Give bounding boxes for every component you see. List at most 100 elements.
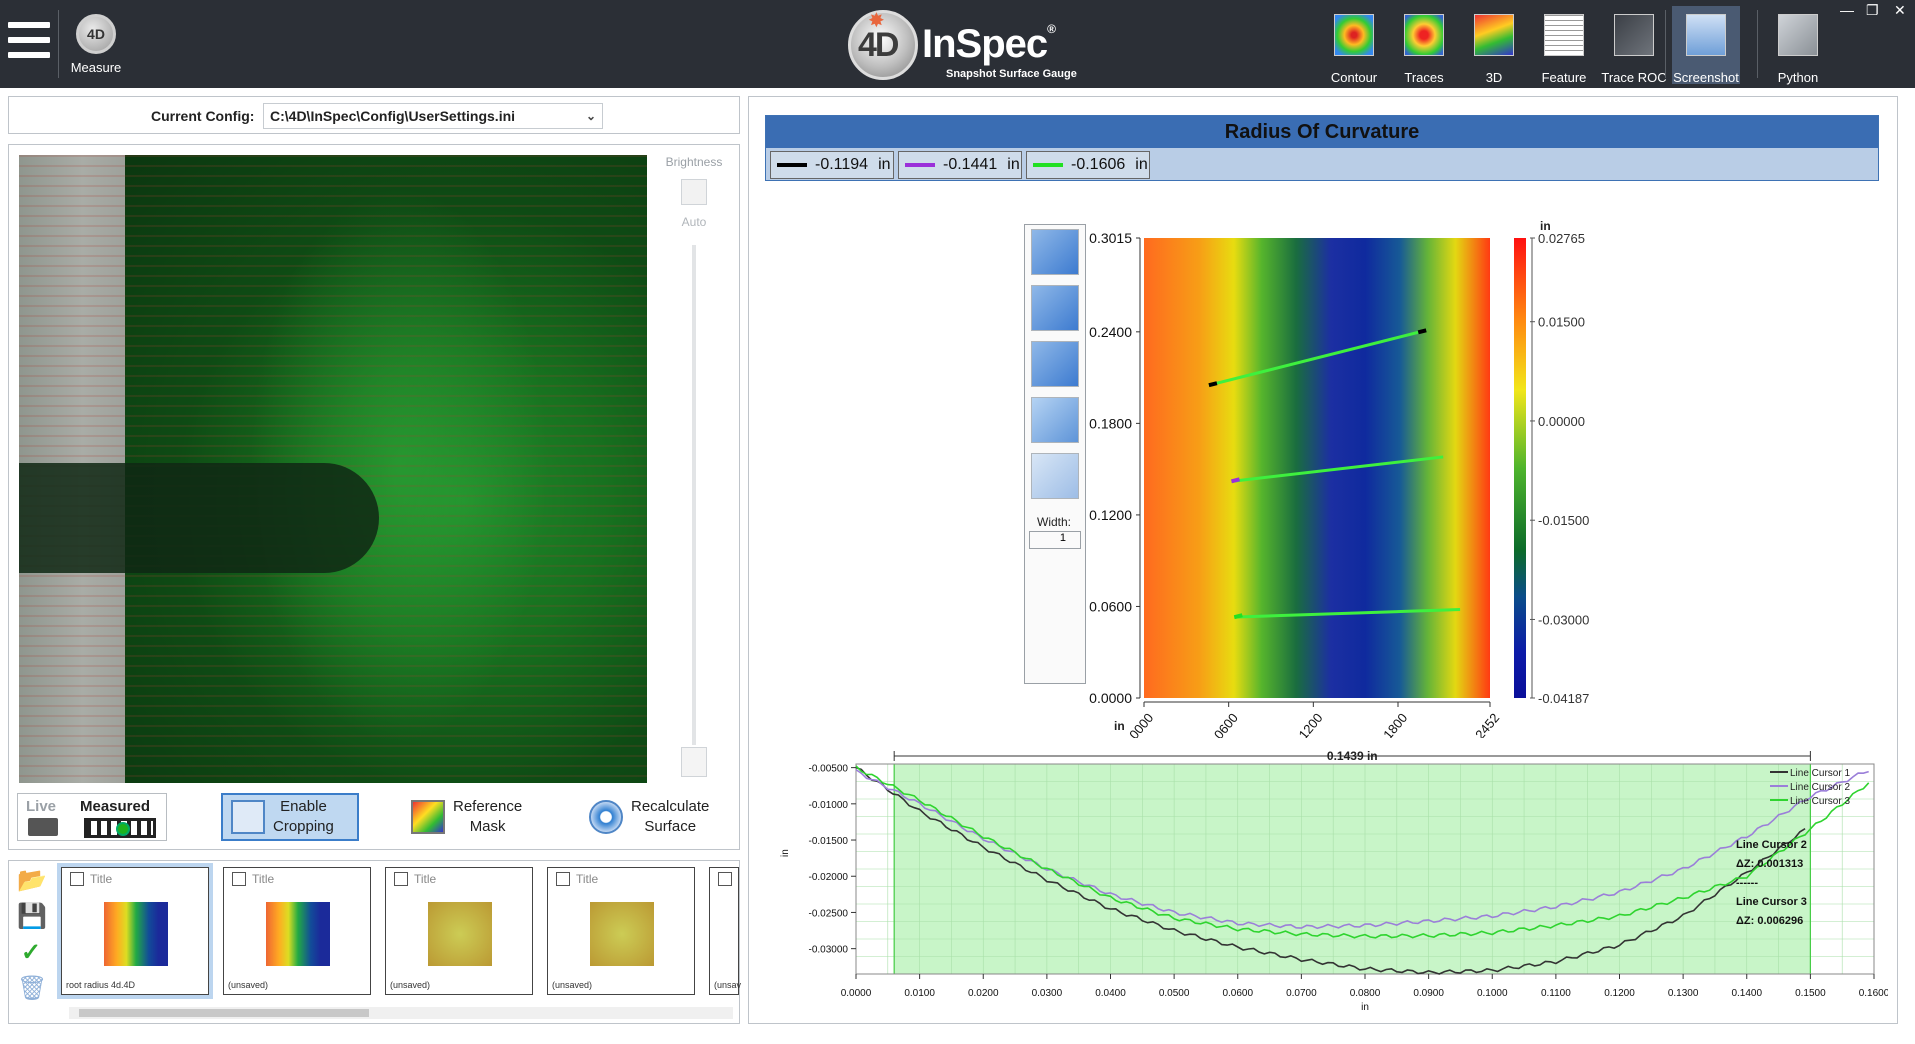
- y-tick-label: 0.1800: [1089, 415, 1132, 431]
- colorbar-tick-label: -0.04187: [1538, 691, 1589, 706]
- toolbar-traces-button[interactable]: Traces: [1390, 6, 1458, 85]
- line-cursor-1: [1208, 328, 1427, 387]
- live-measured-toggle[interactable]: Live Measured: [17, 793, 167, 841]
- logo-name-text: InSpec: [922, 22, 1048, 66]
- y-tick-label: -0.01500: [809, 836, 849, 847]
- recalculate-gear-icon: [589, 800, 623, 834]
- toolbar-python-label: Python: [1777, 70, 1819, 85]
- thumbnail-checkbox[interactable]: [232, 872, 246, 886]
- toolbar-divider: [1757, 10, 1758, 78]
- recalculate-line2: Surface: [644, 818, 697, 835]
- diagonal-line-cursor-icon[interactable]: [1031, 397, 1079, 443]
- history-scrollbar[interactable]: [69, 1007, 733, 1019]
- toolbar-contour-button[interactable]: Contour: [1320, 6, 1388, 85]
- reference-mask-line1: Reference: [453, 798, 523, 815]
- colorbar: [1514, 238, 1526, 698]
- auto-label[interactable]: Auto: [681, 215, 707, 229]
- traces-icon: [1404, 14, 1444, 56]
- history-thumbnail[interactable]: (unsav: [709, 867, 741, 995]
- roc-value: -0.1606: [1071, 156, 1126, 173]
- line-cursor-end-marker: [1208, 381, 1218, 388]
- trace-plot[interactable]: 0.1439 in 0.0000 0.0100 0.0200 0.0300 0.0400 0…: [764, 742, 1888, 1022]
- x-tick-label: 0.0000: [841, 988, 872, 999]
- x-tick-label: 0.1400: [1731, 988, 1762, 999]
- top-toolbar: 4D Measure ✸ 4D InSpec® Snapshot Surface…: [0, 0, 1915, 88]
- open-folder-icon[interactable]: 📂: [17, 867, 47, 894]
- brightness-slider-thumb[interactable]: [681, 747, 707, 777]
- history-thumbnail[interactable]: Title (unsaved): [547, 867, 695, 995]
- checkmark-icon[interactable]: ✓: [20, 939, 42, 966]
- thumbnail-checkbox[interactable]: [394, 872, 408, 886]
- x-tick-label: 0.0800: [1350, 988, 1381, 999]
- toolbar-trace-roc-label: Trace ROC: [1601, 70, 1667, 85]
- x-axis-label: in: [1361, 1002, 1369, 1013]
- thumbnail-checkbox[interactable]: [556, 872, 570, 886]
- toolbar-screenshot-button[interactable]: Screenshot: [1672, 6, 1740, 85]
- brightness-swatch[interactable]: [681, 179, 707, 205]
- recalculate-surface-button[interactable]: Recalculate Surface: [581, 793, 731, 841]
- x-tick-label: 0.1000: [1477, 988, 1508, 999]
- history-thumbnail[interactable]: Title (unsaved): [223, 867, 371, 995]
- minimize-button[interactable]: —: [1840, 2, 1854, 18]
- thumbnail-checkbox[interactable]: [70, 872, 84, 886]
- x-tick-label: 0.0100: [904, 988, 935, 999]
- contour-map[interactable]: 0.0000 0.0600 0.1200 0.1800 0.2400 0.3015 0.00…: [1020, 218, 1640, 738]
- toolbar-python-button[interactable]: Python: [1764, 6, 1832, 85]
- width-value: 1: [1059, 532, 1066, 544]
- legend-label: Line Cursor 1: [1790, 768, 1850, 779]
- enable-cropping-button[interactable]: Enable Cropping: [221, 793, 359, 841]
- history-thumbnail[interactable]: Title root radius 4d.4D: [57, 863, 213, 999]
- x-tick-label: 0.0600: [1204, 710, 1241, 738]
- thumbnail-checkbox[interactable]: [718, 872, 732, 886]
- enable-cropping-line1: Enable: [280, 798, 327, 815]
- trash-icon[interactable]: 🗑: [17, 975, 48, 1002]
- trace-series-3: [855, 765, 1870, 939]
- toolbar-trace-roc-button[interactable]: Trace ROC: [1600, 6, 1668, 85]
- toolbar-3d-label: 3D: [1485, 70, 1503, 85]
- history-thumbnail[interactable]: Title (unsaved): [385, 867, 533, 995]
- vertical-line-cursor-icon[interactable]: [1031, 285, 1079, 331]
- save-icon[interactable]: 💾: [17, 903, 47, 930]
- horizontal-dashed-cursor-icon[interactable]: [1031, 341, 1079, 387]
- y-tick-label: 0.1200: [1089, 507, 1132, 523]
- roc-values-row: -0.1194 in -0.1441 in -0.1606 in: [766, 148, 1878, 180]
- camera-view[interactable]: [19, 155, 647, 783]
- line-cursor-end-marker: [1417, 328, 1427, 335]
- horizontal-line-cursor-icon[interactable]: [1031, 229, 1079, 275]
- history-scrollbar-thumb[interactable]: [79, 1009, 369, 1017]
- roc-value-cell: -0.1194 in: [770, 151, 894, 179]
- logo-registered-mark: ®: [1047, 22, 1056, 36]
- thumbnail-title: Title: [252, 872, 275, 886]
- toolbar-3d-button[interactable]: 3D: [1460, 6, 1528, 85]
- toolbar-contour-label: Contour: [1330, 70, 1378, 85]
- roc-value: -0.1194: [815, 156, 869, 173]
- hamburger-menu-icon[interactable]: [8, 22, 50, 62]
- colorbar-tick-label: -0.01500: [1538, 513, 1589, 528]
- y-tick-label: 0.0000: [1089, 690, 1132, 706]
- thumbnail-caption: (unsaved): [228, 980, 269, 990]
- thumbnail-image: [266, 902, 330, 966]
- legend-label: Line Cursor 3: [1790, 796, 1850, 807]
- toolbar-feature-label: Feature: [1541, 70, 1587, 85]
- width-stepper[interactable]: 1: [1029, 531, 1081, 549]
- roc-value: -0.1441: [943, 156, 998, 173]
- enable-cropping-line2: Cropping: [273, 818, 334, 835]
- trace-series-2: [855, 769, 1869, 930]
- reference-mask-button[interactable]: Reference Mask: [403, 793, 553, 841]
- x-tick-label: 0.1600: [1859, 988, 1888, 999]
- measure-button[interactable]: 4D Measure: [66, 10, 126, 80]
- close-button[interactable]: ✕: [1894, 2, 1906, 18]
- roc-title: Radius Of Curvature: [766, 116, 1878, 148]
- trace-roc-icon: [1614, 14, 1654, 56]
- eraser-icon[interactable]: [1031, 453, 1079, 499]
- config-select[interactable]: C:\4D\InSpec\Config\UserSettings.ini ⌄: [263, 103, 603, 129]
- contour-icon: [1334, 14, 1374, 56]
- y-axis-label: in: [780, 849, 791, 857]
- brightness-control: Brightness Auto: [659, 155, 729, 777]
- brightness-slider-track[interactable]: [692, 245, 696, 745]
- toolbar-feature-button[interactable]: Feature: [1530, 6, 1598, 85]
- x-tick-label: 0.1100: [1541, 988, 1571, 999]
- restore-button[interactable]: ❐: [1866, 2, 1879, 18]
- roc-unit: in: [1007, 156, 1020, 173]
- width-label: Width:: [1037, 515, 1072, 529]
